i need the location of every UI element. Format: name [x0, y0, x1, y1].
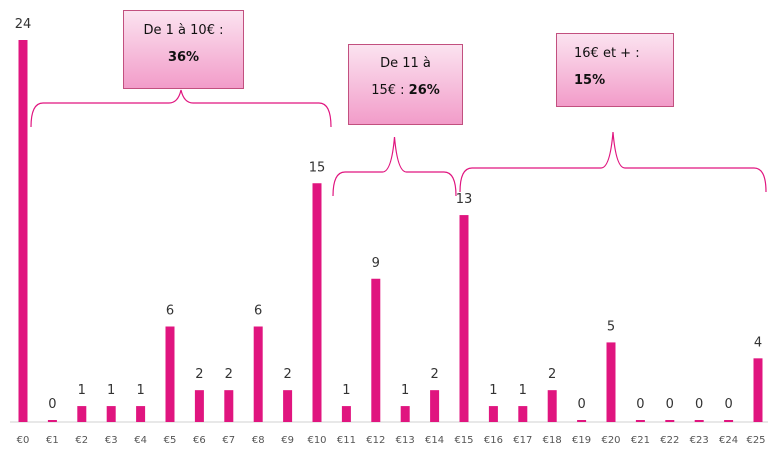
- data-label: 5: [607, 319, 615, 334]
- data-label: 1: [107, 383, 115, 398]
- annotation-16-plus-euros: 16€ et + : 15%: [556, 33, 674, 107]
- data-label: 2: [548, 367, 556, 382]
- bar-19: [577, 420, 586, 422]
- annotation-percent: 26%: [409, 83, 440, 98]
- annotation-percent: 15%: [574, 73, 673, 88]
- data-label: 1: [401, 383, 409, 398]
- x-tick-label: €7: [222, 435, 235, 446]
- bar-21: [636, 420, 645, 422]
- annotation-11-15-euros: De 11 à 15€ : 26%: [348, 44, 463, 125]
- x-tick-label: €12: [366, 435, 385, 446]
- data-label: 0: [48, 397, 56, 412]
- bar-9: [283, 390, 292, 422]
- data-label: 0: [636, 397, 644, 412]
- annotation-line2-prefix: 15€ :: [371, 83, 408, 98]
- data-label: 0: [695, 397, 703, 412]
- data-label: 1: [489, 383, 497, 398]
- x-tick-label: €3: [105, 435, 118, 446]
- x-tick-label: €4: [134, 435, 147, 446]
- bar-2: [77, 406, 86, 422]
- data-label: 9: [372, 256, 380, 271]
- x-tick-labels: €0 €1 €2 €3 €4 €5 €6 €7 €8 €9 €10 €11 €12 €13 €14 €15 €1…: [17, 435, 766, 446]
- data-label: 2: [225, 367, 233, 382]
- data-label: 1: [136, 383, 144, 398]
- bar-14: [430, 390, 439, 422]
- x-tick-label: €10: [307, 435, 326, 446]
- x-tick-label: €25: [746, 435, 765, 446]
- data-label: 24: [15, 17, 32, 32]
- x-tick-label: €24: [719, 435, 738, 446]
- bar-20: [607, 342, 616, 422]
- bar-18: [548, 390, 557, 422]
- bar-17: [518, 406, 527, 422]
- bar-8: [254, 327, 263, 423]
- bar-13: [401, 406, 410, 422]
- x-tick-label: €11: [337, 435, 356, 446]
- bar-15: [460, 215, 469, 422]
- annotation-line1: 16€ et + :: [574, 46, 673, 61]
- bar-5: [166, 327, 175, 423]
- data-label: 0: [666, 397, 674, 412]
- x-tick-label: €8: [252, 435, 265, 446]
- data-label: 2: [430, 367, 438, 382]
- bar-24: [724, 420, 733, 422]
- data-label: 1: [342, 383, 350, 398]
- bar-16: [489, 406, 498, 422]
- x-tick-label: €14: [425, 435, 444, 446]
- x-tick-label: €5: [164, 435, 177, 446]
- data-label: 15: [309, 160, 326, 175]
- bar-1: [48, 420, 57, 422]
- bar-3: [107, 406, 116, 422]
- data-label: 0: [577, 397, 585, 412]
- data-label: 0: [724, 397, 732, 412]
- data-label: 13: [456, 192, 473, 207]
- data-label: 1: [519, 383, 527, 398]
- bar-12: [371, 279, 380, 422]
- x-tick-label: €19: [572, 435, 591, 446]
- x-tick-label: €9: [281, 435, 294, 446]
- bar-6: [195, 390, 204, 422]
- annotation-line1: De 1 à 10€ :: [124, 23, 243, 38]
- bar-7: [224, 390, 233, 422]
- annotation-percent: 36%: [124, 50, 243, 65]
- bar-22: [665, 420, 674, 422]
- data-label: 2: [283, 367, 291, 382]
- x-tick-label: €17: [513, 435, 532, 446]
- x-tick-label: €2: [75, 435, 88, 446]
- data-label: 6: [254, 304, 262, 319]
- brace-1-10: [31, 90, 331, 127]
- bar-25: [754, 358, 763, 422]
- bar-10: [313, 183, 322, 422]
- x-tick-label: €0: [17, 435, 30, 446]
- x-tick-label: €18: [543, 435, 562, 446]
- data-label: 6: [166, 304, 174, 319]
- bar-0: [19, 40, 28, 422]
- x-tick-label: €15: [454, 435, 473, 446]
- annotation-1-10-euros: De 1 à 10€ : 36%: [123, 10, 244, 89]
- x-tick-label: €20: [601, 435, 620, 446]
- bar-4: [136, 406, 145, 422]
- x-tick-label: €13: [396, 435, 415, 446]
- x-tick-label: €21: [631, 435, 650, 446]
- x-tick-label: €1: [46, 435, 59, 446]
- data-label: 1: [78, 383, 86, 398]
- x-tick-label: €16: [484, 435, 503, 446]
- x-tick-label: €23: [690, 435, 709, 446]
- brace-16-plus: [460, 132, 766, 192]
- bar-11: [342, 406, 351, 422]
- data-label: 2: [195, 367, 203, 382]
- bar-23: [695, 420, 704, 422]
- annotation-line1: De 11 à: [349, 56, 462, 71]
- data-label: 4: [754, 335, 762, 350]
- brace-11-15: [333, 137, 456, 196]
- x-tick-label: €22: [660, 435, 679, 446]
- x-tick-label: €6: [193, 435, 206, 446]
